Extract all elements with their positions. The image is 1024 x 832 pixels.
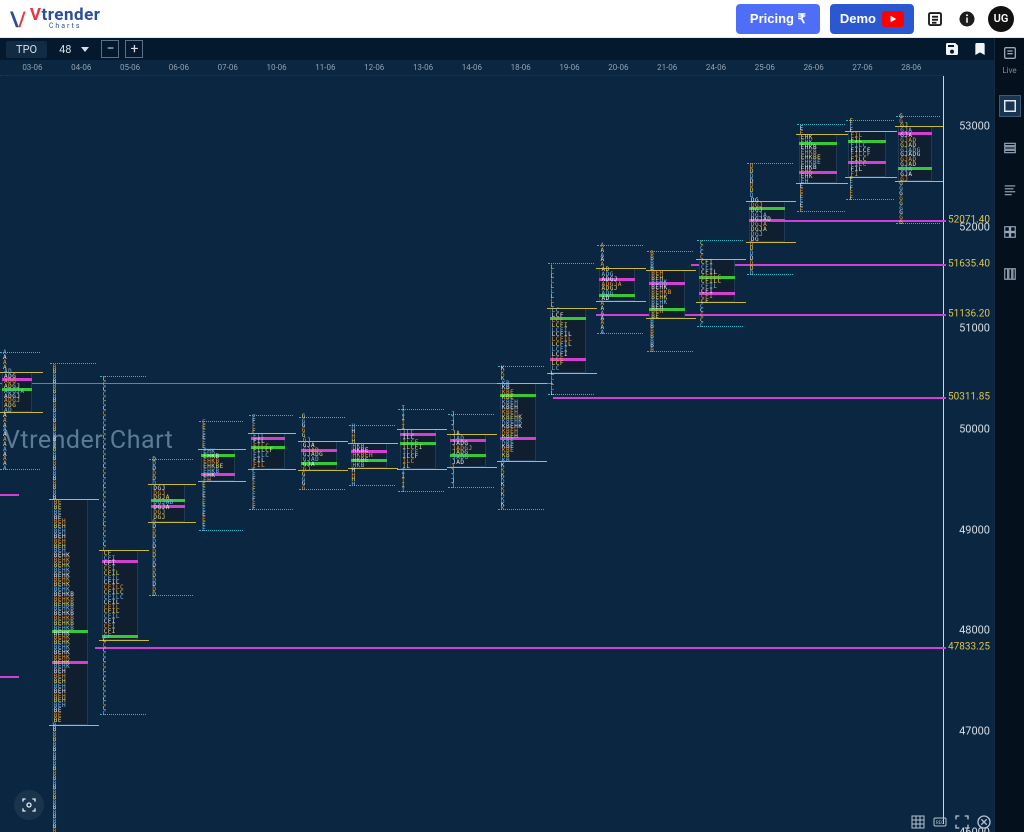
date-tick: 27-06: [852, 60, 872, 75]
tpo-profile: CCCCCCCCCCCCCCCCCFCFICFICFICFILCFILCFILC…: [102, 76, 152, 832]
date-tick: 26-06: [804, 60, 824, 75]
tpo-profile: FFFFFFFFFFILFILFILCFILCFFILCFILFILFFFF: [251, 76, 301, 832]
chart-area[interactable]: Vtrender Chart 4600047000480004900050000…: [0, 76, 994, 832]
date-tick: 12-06: [364, 60, 384, 75]
tpo-profile: AAAAAAAAAAAAADADGADGJADGJADGJAADGJADGADG…: [2, 76, 52, 832]
tpo-profile: BBBBBBBBEBEHBEHBEHKBEHKBEHKBBEHKBEHKBEHB…: [649, 76, 699, 832]
date-tick: 18-06: [511, 60, 531, 75]
tpo-profile: DDDDDDDDGDGJDGJADGJADGJADDGJADGJDGJDGDDD…: [749, 76, 799, 832]
tpo-profile: KKKKKKKKKKKBKBKBEKBEKBEKBEHKBEHKBEHKKBEH…: [500, 76, 550, 832]
caret-down-icon: [81, 47, 89, 52]
y-tick-label: 53000: [959, 120, 990, 133]
tpo-profile: JJJJJJADJADGJADGJADGJJADGJADJAJJJJ: [450, 76, 500, 832]
tpo-profile: EEEEEEEEEEEHEHKEHKBEHKBEEHKBEHKBEHKEEEEE…: [201, 76, 251, 832]
avatar[interactable]: UG: [988, 6, 1014, 32]
rows-layout-icon[interactable]: [999, 137, 1021, 159]
bottom-right-icons: REC: [910, 814, 992, 830]
date-tick: 04-06: [71, 60, 91, 75]
date-tick: 05-06: [120, 60, 140, 75]
date-tick: 21-06: [657, 60, 677, 75]
logo-icon: \/: [10, 7, 26, 31]
demo-button[interactable]: Demo: [830, 4, 914, 34]
tpo-profile: DDDDDDDDDDDDDDDDDGJDGJDGJADGJADDGJADGJDG…: [151, 76, 201, 832]
date-tick: 25-06: [755, 60, 775, 75]
workspace: TPO 48 − + 03-06 04-06 05-06 06-06 07-06 10-0…: [0, 38, 1024, 832]
info-icon[interactable]: [956, 8, 978, 30]
bookmark-icon[interactable]: [972, 41, 988, 57]
date-tick: 13-06: [413, 60, 433, 75]
columns-layout-icon[interactable]: [999, 263, 1021, 285]
fullscreen-icon[interactable]: [954, 814, 970, 830]
list-icon[interactable]: [924, 8, 946, 30]
tpo-profile: EEEEEEEHEHKEHKEHKBEHKBEEHKBEEHKBEHKBEHKE…: [799, 76, 849, 832]
zoom-out-button[interactable]: −: [101, 40, 119, 58]
chart-wrap: TPO 48 − + 03-06 04-06 05-06 06-06 07-06 10-0…: [0, 38, 994, 832]
y-tick-label: 48000: [959, 624, 990, 637]
single-layout-icon[interactable]: [999, 95, 1021, 117]
y-tick-label: 49000: [959, 523, 990, 536]
live-icon[interactable]: [999, 42, 1021, 64]
y-tick-label: 47000: [959, 725, 990, 738]
top-header: \/ Vtrender Charts Pricing ₹ Demo UG: [0, 0, 1024, 38]
chart-toolbar: TPO 48 − +: [0, 38, 994, 60]
focus-button[interactable]: [14, 790, 44, 820]
date-axis: 03-06 04-06 05-06 06-06 07-06 10-06 11-06 12-06…: [0, 60, 944, 76]
level-label: 51136.20: [948, 309, 990, 320]
date-tick: 07-06: [218, 60, 238, 75]
date-tick: 28-06: [901, 60, 921, 75]
interval-dropdown[interactable]: 48: [53, 41, 95, 58]
youtube-icon: [882, 11, 904, 27]
date-tick: 14-06: [462, 60, 482, 75]
demo-label: Demo: [840, 11, 876, 26]
tpo-profile: CCCCCCFCFICFICFILCFILCCFILCCFILCFICFICCC…: [699, 76, 749, 832]
date-tick: 20-06: [608, 60, 628, 75]
date-tick: 10-06: [266, 60, 286, 75]
right-sidebar: Live: [994, 38, 1024, 832]
pricing-button[interactable]: Pricing ₹: [736, 4, 820, 34]
justify-layout-icon[interactable]: [999, 179, 1021, 201]
date-tick: 11-06: [315, 60, 335, 75]
level-label: 51635.40: [948, 258, 990, 269]
grid4-layout-icon[interactable]: [999, 221, 1021, 243]
grid-icon[interactable]: [910, 814, 926, 830]
tpo-profile: LLLLLLCLCFLCFLCFILCFILCFILLCFILLCFILLCFI…: [550, 76, 600, 832]
tpo-profile: GGGGGJGJAGJADGJADGGJADGJAGJGGGGG: [301, 76, 351, 832]
level-label: 52071.40: [948, 215, 990, 226]
date-tick: 03-06: [22, 60, 42, 75]
rec-icon[interactable]: REC: [932, 814, 948, 830]
logo[interactable]: \/ Vtrender Charts: [10, 7, 100, 31]
level-label: 47833.25: [948, 642, 990, 653]
date-tick: 06-06: [169, 60, 189, 75]
tpo-profile: AAAAAAAADADGADGJADGJAADGJADGADAAAAA: [599, 76, 649, 832]
tpo-profile: GGGGGGGGGGJGJAGJAGJADGJADGJADGGJADGGJADG…: [898, 76, 948, 832]
date-tick: 24-06: [706, 60, 726, 75]
live-label: Live: [1002, 66, 1016, 75]
tpo-profile: FFFFFFIFILFILCFILCFILCFFILCFFILCFILFILFF…: [848, 76, 898, 832]
logo-subtext: Charts: [30, 23, 101, 29]
zoom-in-button[interactable]: +: [125, 40, 143, 58]
close-icon[interactable]: [976, 814, 992, 830]
svg-text:REC: REC: [936, 820, 945, 826]
tpo-profile: HHHHHKBHKBEHKBEHHKBEHKBHHHH: [351, 76, 401, 832]
date-tick: 19-06: [559, 60, 579, 75]
interval-value: 48: [59, 43, 71, 56]
tpo-profile: BBBBBBBBBBBBBBBBBBBBBBBBEBEBEBEHBEHBEHBE…: [52, 76, 102, 832]
y-tick-label: 51000: [959, 322, 990, 335]
tpo-profile: IIIIIILILCILCFILCFILCFIILCFILCILCIIIII: [400, 76, 450, 832]
mode-pill[interactable]: TPO: [6, 41, 47, 58]
y-tick-label: 50000: [959, 422, 990, 435]
level-label: 50311.85: [948, 392, 990, 403]
logo-text: Vtrender: [30, 8, 101, 23]
save-icon[interactable]: [944, 41, 960, 57]
